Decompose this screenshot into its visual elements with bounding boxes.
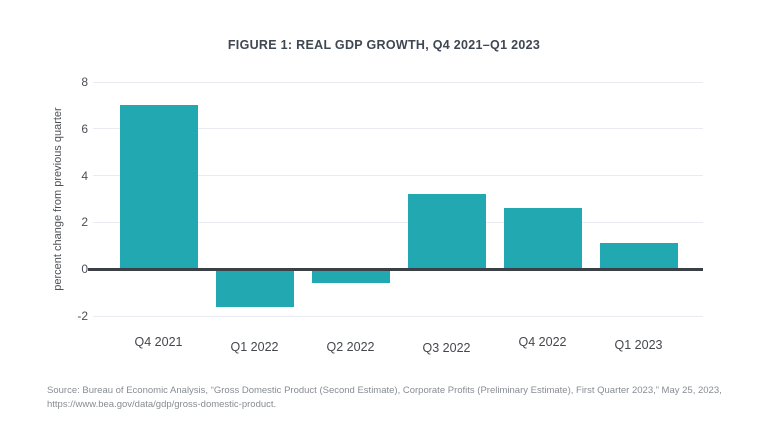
source-note: Source: Bureau of Economic Analysis, “Gr… <box>47 385 722 410</box>
gridline-y-4 <box>93 175 703 177</box>
bar-q1-2023 <box>599 243 678 270</box>
bar-q4-2021 <box>119 105 198 270</box>
gridline-y-8 <box>93 81 703 83</box>
bar-q1-2022 <box>215 269 294 307</box>
gridline-y-6 <box>93 128 703 130</box>
bar-q3-2022 <box>407 194 486 270</box>
bar-q2-2022 <box>311 269 390 284</box>
x-tick-label-q4-2021: Q4 2021 <box>134 335 183 349</box>
x-tick-label-q2-2022: Q2 2022 <box>326 340 375 354</box>
x-tick-label-q4-2022: Q4 2022 <box>518 335 567 349</box>
y-tick-label-4: 4 <box>81 168 88 183</box>
zero-axis-line <box>88 268 703 271</box>
bar-q4-2022 <box>503 208 582 270</box>
chart-title: FIGURE 1: REAL GDP GROWTH, Q4 2021–Q1 20… <box>227 38 541 52</box>
x-tick-label-q3-2022: Q3 2022 <box>422 341 471 355</box>
gridline-y--2 <box>93 315 703 317</box>
gridline-y-2 <box>93 221 703 223</box>
y-tick-label-0: 0 <box>81 262 88 277</box>
y-tick-label-6: 6 <box>81 121 88 136</box>
y-tick-label--2: -2 <box>77 309 88 323</box>
y-tick-label-8: 8 <box>81 75 88 89</box>
x-tick-label-q1-2023: Q1 2023 <box>614 338 663 352</box>
x-tick-label-q1-2022: Q1 2022 <box>230 340 279 354</box>
y-tick-label-2: 2 <box>81 215 88 230</box>
